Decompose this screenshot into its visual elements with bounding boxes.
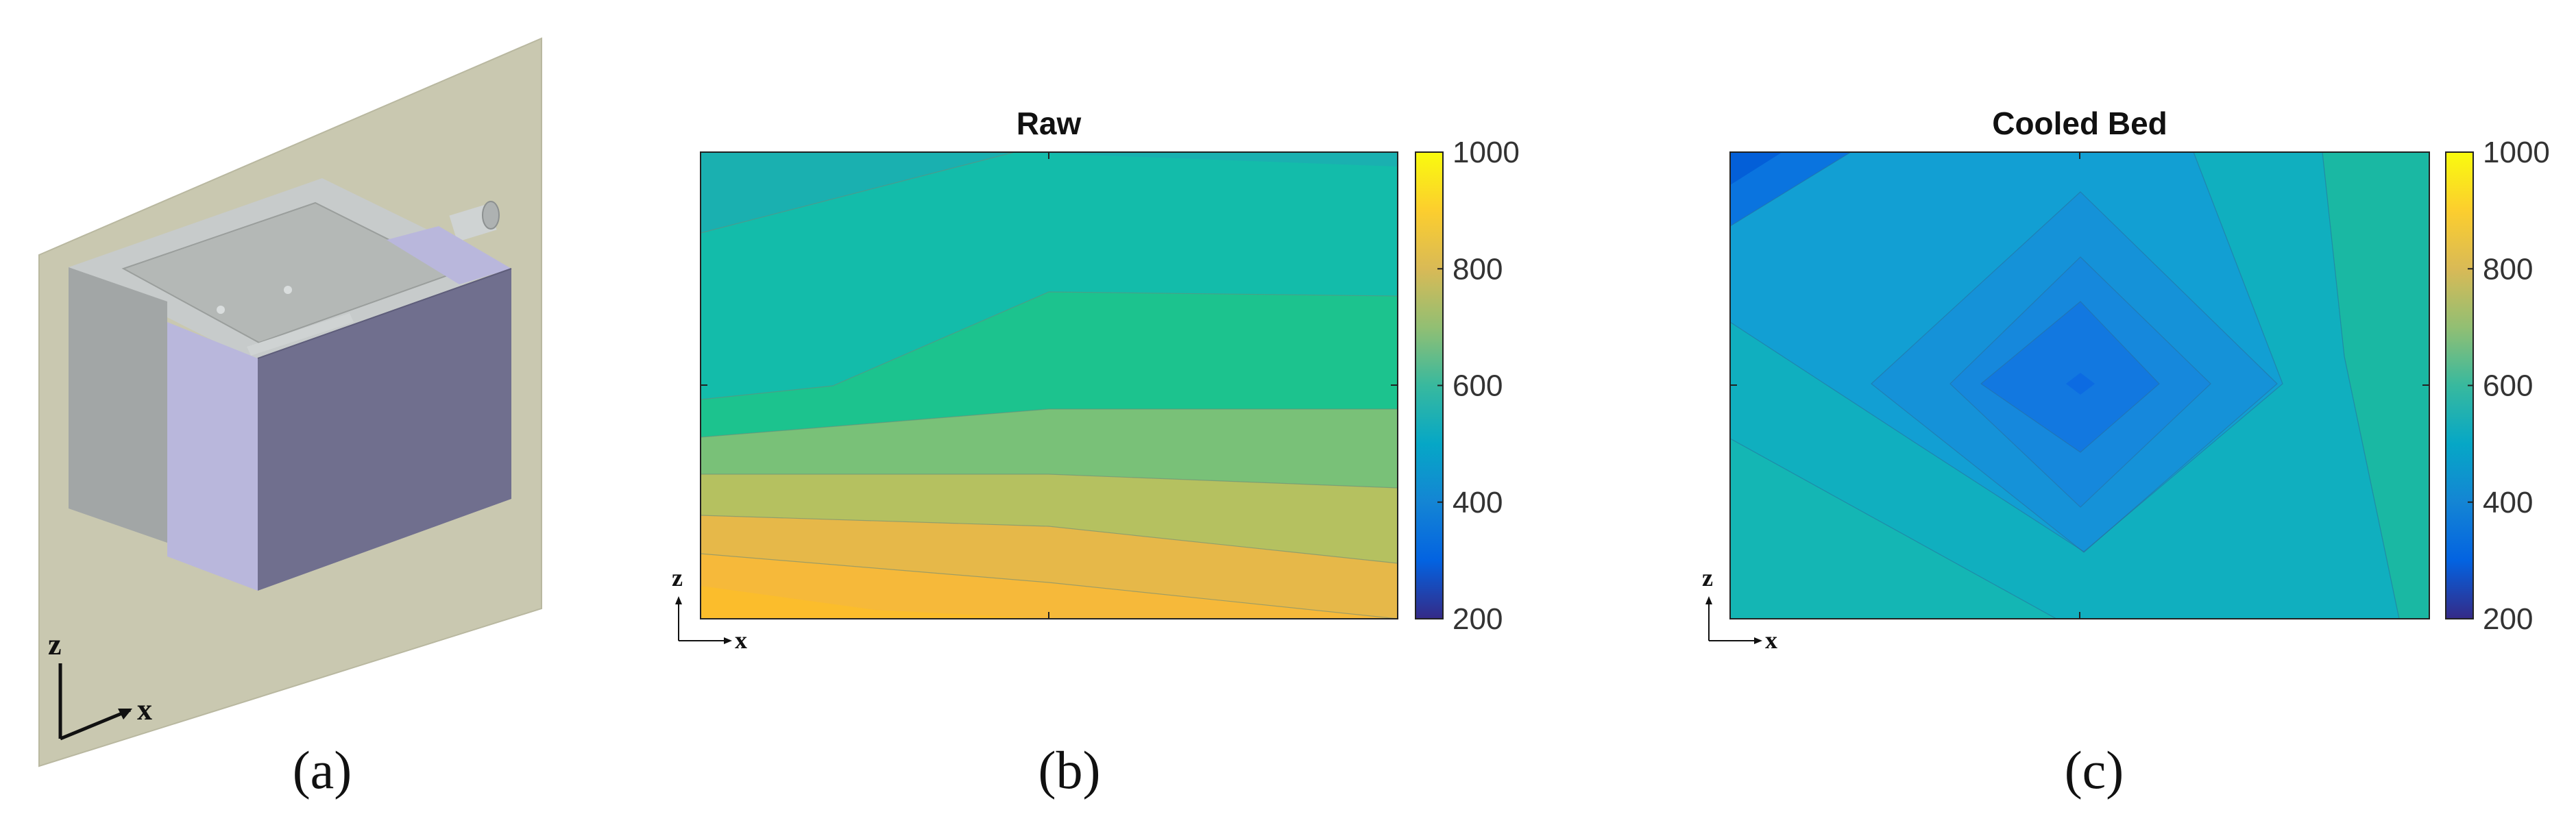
chart-c-axis-z: z <box>1702 564 1713 591</box>
band-b-840 <box>701 586 1049 619</box>
band-c-450 <box>2066 373 2095 395</box>
band-b-800 <box>701 554 1398 619</box>
pipe-right <box>449 201 500 242</box>
band-b-580 <box>701 152 1398 233</box>
chart-b-title: Raw <box>1017 106 1082 141</box>
panel-a: z x (a) <box>38 37 542 800</box>
contour-lines-c <box>1730 152 2400 619</box>
box-lavender-top <box>387 226 511 284</box>
chart-c-ticks <box>1730 152 2429 619</box>
box-model <box>69 178 512 591</box>
chart-c-axis-x: x <box>1765 626 1777 654</box>
contour-lines-b <box>701 152 1398 619</box>
chart-c-title: Cooled Bed <box>1992 106 2167 141</box>
band-c-420 <box>1730 152 1782 185</box>
caption-c: (c) <box>2065 740 2124 800</box>
panel-c: Cooled Bed <box>1702 106 2550 800</box>
chart-c-plot-area <box>1730 152 2429 619</box>
chart-b-plot-area <box>701 152 1398 619</box>
colorbar-tick-label: 400 <box>2483 486 2533 519</box>
hole-1 <box>217 306 225 314</box>
colorbar-c-ticks: 200 400 600 800 1000 <box>2468 136 2550 636</box>
chart-b-axis-z: z <box>672 564 683 591</box>
colorbar-tick-label: 600 <box>1453 369 1503 403</box>
colorbar-tick-label: 200 <box>1453 602 1503 636</box>
hole-2 <box>284 286 292 294</box>
inner-rod <box>247 313 354 356</box>
panel-a-axis-x: x <box>137 693 152 726</box>
band-c-640 <box>2322 152 2429 619</box>
chart-b-axis-indicator: z x <box>672 564 747 654</box>
caption-b: (b) <box>1038 740 1101 800</box>
panel-a-axis-indicator: z x <box>48 628 152 741</box>
box-front-face <box>258 269 511 591</box>
band-c-470 <box>1981 302 2159 452</box>
chart-b-ticks <box>701 152 1398 619</box>
colorbar-tick-label: 1000 <box>2483 136 2550 169</box>
box-left-wall <box>69 267 167 543</box>
colorbar-tick-label: 800 <box>2483 252 2533 286</box>
chart-b-axis-x: x <box>735 626 747 654</box>
caption-a: (a) <box>293 740 352 800</box>
colorbar-tick-label: 800 <box>1453 252 1503 286</box>
colorbar-tick-label: 200 <box>2483 602 2533 636</box>
chart-c-axis-indicator: z x <box>1702 564 1777 654</box>
colorbar-tick-label: 400 <box>1453 486 1503 519</box>
box-lavender-left <box>167 322 258 591</box>
colorbar-tick-label: 600 <box>2483 369 2533 403</box>
colorbar-b-ticks: 200 400 600 800 1000 <box>1437 136 1520 636</box>
panel-a-axis-z: z <box>48 628 62 661</box>
colorbar-tick-label: 1000 <box>1453 136 1520 169</box>
